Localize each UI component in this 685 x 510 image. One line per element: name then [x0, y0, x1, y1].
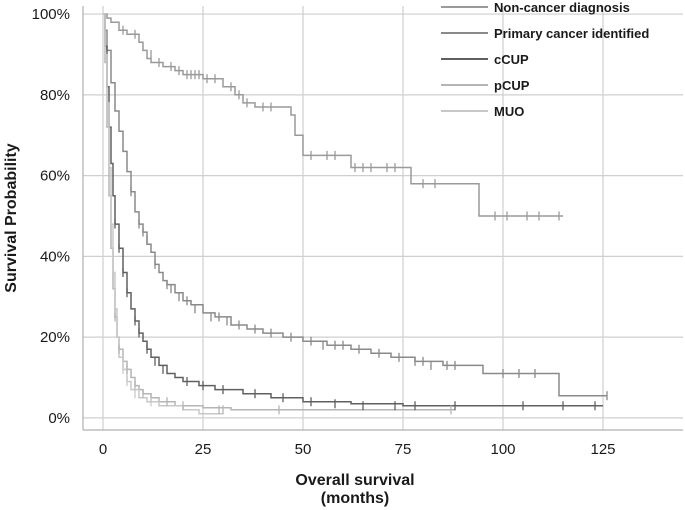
x-axis-title-line2: (months) [321, 490, 389, 507]
y-axis-title: Survival Probability [3, 143, 20, 292]
legend: Non-cancer diagnosis Primary cancer ident… [441, 0, 649, 119]
x-tick-label: 75 [395, 441, 412, 458]
legend-label-muo: MUO [494, 104, 524, 119]
y-tick-label: 20% [40, 329, 70, 346]
x-axis-title-line1: Overall survival [295, 472, 414, 489]
x-tick-label: 125 [590, 441, 615, 458]
y-tick-label: 40% [40, 248, 70, 265]
series-line-non-cancer-diagnosis [103, 13, 563, 217]
y-tick-label: 80% [40, 87, 70, 104]
series-line-muo [103, 13, 223, 415]
series-line-primary-cancer-identified [103, 13, 607, 397]
y-tick-label: 60% [40, 168, 70, 185]
legend-label-ccup: cCUP [494, 52, 529, 67]
y-tick-label: 100% [32, 6, 70, 23]
y-tick-label: 0% [48, 410, 70, 427]
x-tick-label: 0 [99, 441, 107, 458]
x-tick-label: 50 [295, 441, 312, 458]
legend-label-primary-cancer-identified: Primary cancer identified [494, 26, 649, 41]
series-line-ccup [103, 13, 603, 407]
x-tick-label: 100 [490, 441, 515, 458]
x-tick-label: 25 [195, 441, 212, 458]
legend-label-non-cancer-diagnosis: Non-cancer diagnosis [494, 0, 630, 15]
legend-label-pcup: pCUP [494, 78, 530, 93]
axes [82, 6, 683, 431]
tick-labels: 0% 20% 40% 60% 80% 100% 0 25 50 75 100 125 [32, 6, 616, 458]
censor-marks [114, 25, 608, 415]
